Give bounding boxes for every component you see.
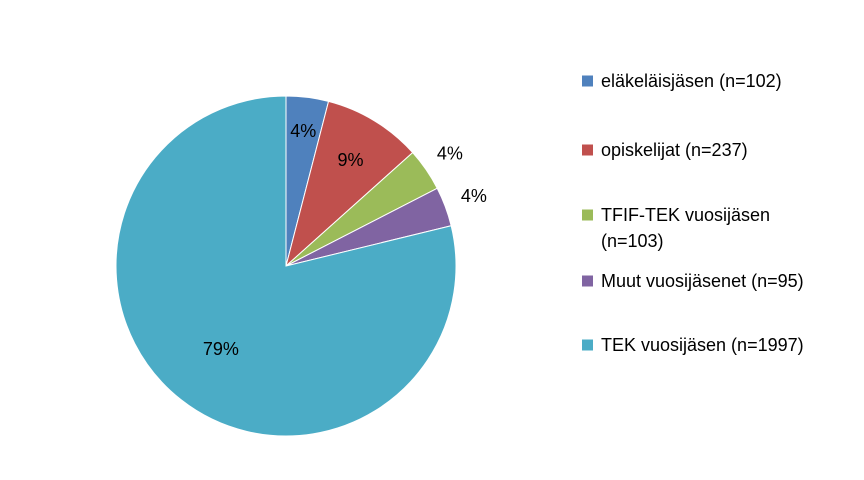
legend-item: Muut vuosijäsenet (n=95) — [582, 271, 804, 291]
legend-label: TEK vuosijäsen (n=1997) — [601, 335, 804, 355]
chart-legend: eläkeläisjäsen (n=102) opiskelijat (n=237… — [582, 71, 804, 355]
legend-label: eläkeläisjäsen (n=102) — [601, 71, 782, 91]
pie-slice-labels: 4% 9% 4% 4% 79% — [203, 121, 487, 359]
slice-percent-label: 4% — [461, 186, 487, 206]
legend-item: TEK vuosijäsen (n=1997) — [582, 335, 804, 355]
legend-item: opiskelijat (n=237) — [582, 140, 748, 160]
pie-slice — [115, 95, 457, 437]
legend-swatch — [582, 339, 593, 351]
legend-swatch — [582, 144, 593, 156]
legend-swatch — [582, 209, 593, 221]
legend-item: eläkeläisjäsen (n=102) — [582, 71, 782, 91]
slice-percent-label: 4% — [437, 143, 463, 163]
legend-label: TFIF-TEK vuosijäsen (n=103) — [601, 205, 770, 251]
legend-item: TFIF-TEK vuosijäsen (n=103) — [582, 205, 770, 251]
slice-percent-label: 79% — [203, 339, 239, 359]
slice-percent-label: 4% — [290, 121, 316, 141]
pie-slices — [115, 95, 457, 437]
legend-swatch — [582, 75, 593, 87]
legend-label: Muut vuosijäsenet (n=95) — [601, 271, 804, 291]
pie-slice — [285, 100, 414, 268]
legend-label: opiskelijat (n=237) — [601, 140, 748, 160]
legend-swatch — [582, 275, 593, 287]
slice-percent-label: 9% — [337, 150, 363, 170]
